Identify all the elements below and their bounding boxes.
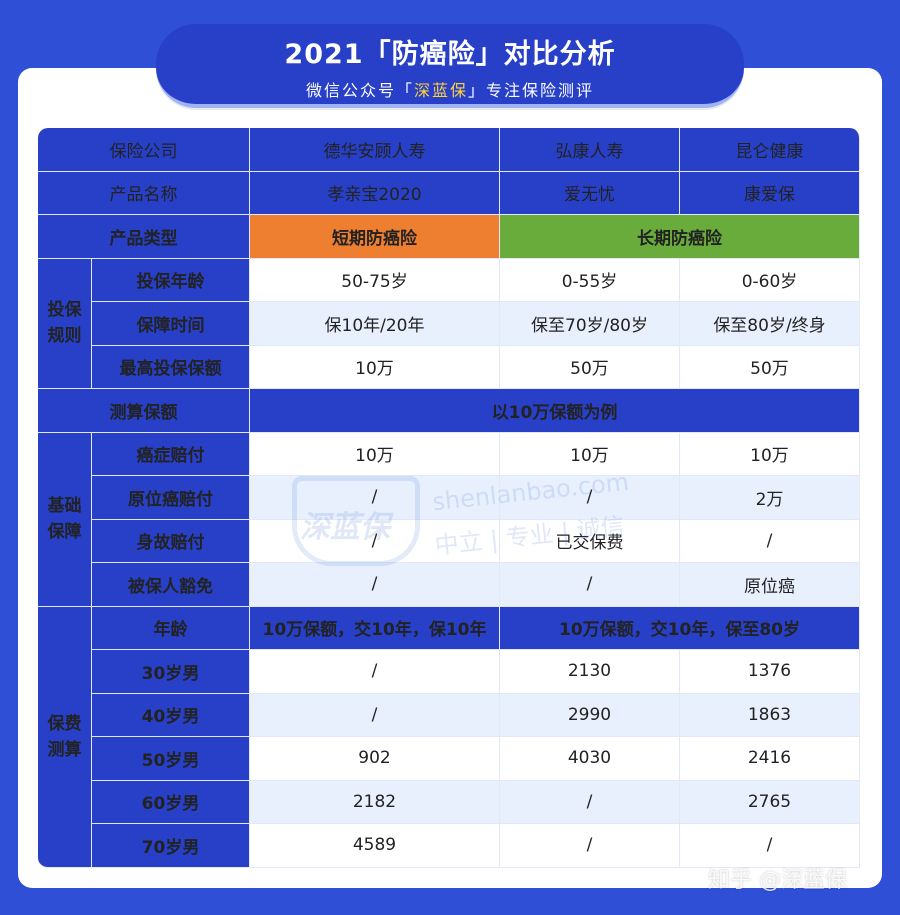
table-cell: / [500,780,680,824]
row-label: 最高投保保额 [92,345,250,389]
table-cell: 10万 [500,432,680,476]
table-cell: 1863 [680,693,860,737]
table-row-age-header: 保费测算 年龄 10万保额，交10年，保10年 10万保额，交10年，保至80岁 [38,606,860,868]
table-cell: 50万 [680,345,860,389]
row-label: 投保年龄 [92,258,250,302]
company-label: 保险公司 [38,128,250,172]
section-premium-label: 保费测算 [38,606,92,868]
table-row: 40岁男 / 2990 1863 [38,693,860,737]
table-cell: / [680,824,860,868]
table-cell: / [500,563,680,607]
section-premium-text: 保费测算 [47,713,82,760]
product-2: 爱无忧 [500,171,680,215]
table-cell: 10万 [680,432,860,476]
table-row: 被保人豁免 / / 原位癌 [38,563,860,607]
page-subtitle: 微信公众号「深蓝保」专注保险测评 [156,77,744,101]
row-label: 50岁男 [92,737,250,781]
company-2: 弘康人寿 [500,128,680,172]
row-label: 被保人豁免 [92,563,250,607]
section-rules-text: 投保规则 [47,300,82,347]
table-cell: 已交保费 [500,519,680,563]
table-cell: 2130 [500,650,680,694]
table-cell: 2990 [500,693,680,737]
table-row: 投保规则 投保年龄 50-75岁 0-55岁 0-60岁 [38,258,860,389]
row-label: 40岁男 [92,693,250,737]
subtitle-brand: 深蓝保 [413,81,468,100]
row-label: 癌症赔付 [92,432,250,476]
table-cell: 2416 [680,737,860,781]
table-cell: / [250,476,500,520]
premium-note-long: 10万保额，交10年，保至80岁 [500,606,860,650]
calc-value: 以10万保额为例 [250,389,860,433]
subtitle-suffix: 」专注保险测评 [468,81,595,100]
table-row: 60岁男 2182 / 2765 [38,780,860,824]
table-cell: 10万 [250,432,500,476]
table-row: 30岁男 / 2130 1376 [38,650,860,694]
table-cell: / [250,563,500,607]
table-cell: 2182 [250,780,500,824]
section-basic-label: 基础保障 [38,432,92,607]
table-row-company: 保险公司 德华安顾人寿 弘康人寿 昆仑健康 [38,128,860,172]
table-cell: 2765 [680,780,860,824]
table-cell: 保至70岁/80岁 [500,302,680,346]
table-row-calc: 测算保额 以10万保额为例 [38,389,860,433]
title-banner: 2021「防癌险」对比分析 微信公众号「深蓝保」专注保险测评 [156,24,744,108]
table-cell: 保10年/20年 [250,302,500,346]
section-rules-label: 投保规则 [38,258,92,389]
table-cell: 原位癌 [680,563,860,607]
comparison-table: 保险公司 德华安顾人寿 弘康人寿 昆仑健康 产品名称 孝亲宝2020 爱无忧 康… [38,128,860,868]
section-basic-text: 基础保障 [47,496,82,542]
table-row-type: 产品类型 短期防癌险 长期防癌险 [38,215,860,259]
table-row: 身故赔付 / 已交保费 / [38,519,860,563]
type-short-badge: 短期防癌险 [250,215,500,259]
table-cell: 4589 [250,824,500,868]
table-cell: 2万 [680,476,860,520]
table-cell: 10万 [250,345,500,389]
calc-label: 测算保额 [38,389,250,433]
company-1: 德华安顾人寿 [250,128,500,172]
table-cell: 902 [250,737,500,781]
product-1: 孝亲宝2020 [250,171,500,215]
table-row: 50岁男 902 4030 2416 [38,737,860,781]
table-row: 最高投保保额 10万 50万 50万 [38,345,860,389]
table-cell: 50万 [500,345,680,389]
row-label: 60岁男 [92,780,250,824]
row-label: 30岁男 [92,650,250,694]
product-label: 产品名称 [38,171,250,215]
table-cell: / [250,650,500,694]
row-label: 身故赔付 [92,519,250,563]
table-cell: / [250,693,500,737]
table-cell: / [500,476,680,520]
premium-note-short: 10万保额，交10年，保10年 [250,606,500,650]
table-cell: / [250,519,500,563]
table-cell: 0-55岁 [500,258,680,302]
table-cell: / [680,519,860,563]
table-cell: / [500,824,680,868]
row-label: 原位癌赔付 [92,476,250,520]
row-label: 70岁男 [92,824,250,868]
subtitle-prefix: 微信公众号「 [305,81,414,100]
footer-credit: 知乎 @深蓝保 [708,868,847,893]
table-cell: 保至80岁/终身 [680,302,860,346]
table-cell: 1376 [680,650,860,694]
table-cell: 0-60岁 [680,258,860,302]
page-title: 2021「防癌险」对比分析 [284,39,616,70]
table-row: 保障时间 保10年/20年 保至70岁/80岁 保至80岁/终身 [38,302,860,346]
type-long-badge: 长期防癌险 [500,215,860,259]
company-3: 昆仑健康 [680,128,860,172]
product-3: 康爱保 [680,171,860,215]
table-row: 原位癌赔付 / / 2万 [38,476,860,520]
table-cell: 50-75岁 [250,258,500,302]
table-row: 基础保障 癌症赔付 10万 10万 10万 [38,432,860,607]
row-label: 保障时间 [92,302,250,346]
table-cell: 4030 [500,737,680,781]
table-row: 70岁男 4589 / / [38,824,860,868]
type-label: 产品类型 [38,215,250,259]
table-row-product: 产品名称 孝亲宝2020 爱无忧 康爱保 [38,171,860,215]
age-label: 年龄 [92,606,250,650]
